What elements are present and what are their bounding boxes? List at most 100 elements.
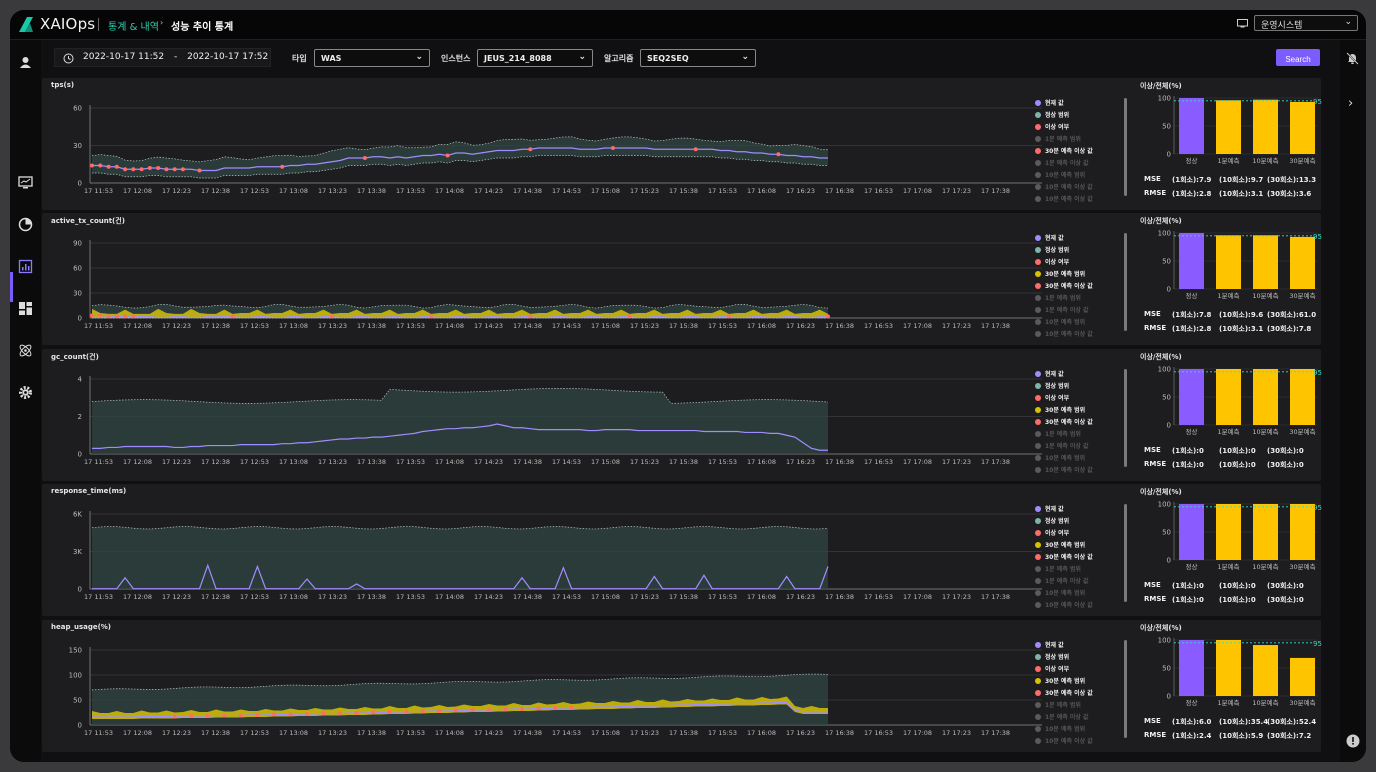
legend-label: 10분 예측 범위: [1045, 726, 1086, 733]
legend-item[interactable]: 이상 여부: [1035, 257, 1069, 266]
mse-value: (10회소):9.6: [1219, 311, 1264, 319]
layout-grid-icon[interactable]: [17, 300, 34, 317]
legend-item[interactable]: 30분 예측 이상 값: [1035, 688, 1093, 697]
legend-label: 10분 예측 이상 값: [1045, 467, 1093, 474]
legend-item[interactable]: 10분 예측 범위: [1035, 724, 1085, 733]
legend-item[interactable]: 이상 여부: [1035, 664, 1069, 673]
legend-scrollbar[interactable]: [1124, 640, 1127, 738]
legend-item[interactable]: 30분 예측 범위: [1035, 405, 1085, 414]
x-tick-label: 17 11:53: [84, 593, 113, 601]
legend-item[interactable]: 10분 예측 이상 값: [1035, 465, 1093, 474]
atom-icon[interactable]: [17, 342, 34, 359]
breadcrumb-stats[interactable]: 통계 & 내역: [108, 22, 159, 33]
x-tick-label: 17 16:23: [786, 729, 815, 737]
legend-item[interactable]: 30분 예측 이상 값: [1035, 552, 1093, 561]
x-tick-label: 17 16:23: [786, 593, 815, 601]
ratio-bar: [1290, 657, 1315, 696]
legend-item[interactable]: 30분 예측 범위: [1035, 269, 1085, 278]
ratio-bar: [1216, 640, 1241, 696]
legend-item[interactable]: 현재 값: [1035, 233, 1064, 242]
x-tick-label: 17 17:08: [903, 187, 932, 195]
instance-select[interactable]: JEUS_214_8088 ⌄: [477, 49, 593, 67]
legend-item[interactable]: 1분 예측 이상 값: [1035, 441, 1089, 450]
rmse-label: RMSE: [1144, 189, 1167, 197]
legend-item[interactable]: 10분 예측 이상 값: [1035, 736, 1093, 745]
legend-item[interactable]: 1분 예측 범위: [1035, 134, 1081, 143]
x-tick-label: 17 12:23: [162, 729, 191, 737]
legend-item[interactable]: 현재 값: [1035, 98, 1064, 107]
legend-item[interactable]: 10분 예측 범위: [1035, 317, 1085, 326]
legend-label: 현재 값: [1045, 235, 1064, 242]
legend-scrollbar[interactable]: [1124, 98, 1127, 196]
legend-item[interactable]: 정상 범위: [1035, 381, 1069, 390]
legend-item[interactable]: 이상 여부: [1035, 393, 1069, 402]
statistics-icon[interactable]: [17, 258, 34, 275]
legend-label: 정상 범위: [1045, 518, 1070, 525]
legend-item[interactable]: 정상 범위: [1035, 652, 1069, 661]
legend-item[interactable]: 30분 예측 이상 값: [1035, 281, 1093, 290]
bell-off-icon[interactable]: [1346, 52, 1359, 65]
legend-item[interactable]: 1분 예측 범위: [1035, 429, 1081, 438]
gear-icon[interactable]: [17, 384, 34, 401]
legend-item[interactable]: 현재 값: [1035, 640, 1064, 649]
legend-item[interactable]: 1분 예측 범위: [1035, 293, 1081, 302]
legend-item[interactable]: 30분 예측 범위: [1035, 540, 1085, 549]
legend-item[interactable]: 1분 예측 이상 값: [1035, 712, 1089, 721]
type-select[interactable]: WAS ⌄: [314, 49, 430, 67]
legend-item[interactable]: 10분 예측 범위: [1035, 453, 1085, 462]
legend-item[interactable]: 현재 값: [1035, 369, 1064, 378]
legend-item[interactable]: 30분 예측 이상 값: [1035, 417, 1093, 426]
legend-item[interactable]: 10분 예측 이상 값: [1035, 600, 1093, 609]
legend-item[interactable]: 이상 여부: [1035, 528, 1069, 537]
legend-dot-icon: [1035, 295, 1041, 301]
legend-label: 1분 예측 범위: [1045, 136, 1081, 143]
legend-item[interactable]: 1분 예측 이상 값: [1035, 576, 1089, 585]
chevron-down-icon: ⌄: [578, 52, 586, 62]
legend-item[interactable]: 30분 예측 범위: [1035, 676, 1085, 685]
mse-value: (30회소):0: [1267, 447, 1304, 455]
legend-item[interactable]: 1분 예측 범위: [1035, 700, 1081, 709]
threshold-label: 95: [1313, 504, 1322, 512]
bar-y-tick: 0: [1167, 557, 1171, 565]
legend-label: 30분 예측 범위: [1045, 271, 1086, 278]
anomaly-point: [123, 314, 128, 319]
legend-dot-icon: [1035, 235, 1041, 241]
rmse-value: (10회소):3.1: [1219, 190, 1264, 198]
legend-item[interactable]: 10분 예측 이상 값: [1035, 194, 1093, 203]
legend-item[interactable]: 정상 범위: [1035, 110, 1069, 119]
dashboard-monitor-icon[interactable]: [17, 174, 34, 191]
legend-item[interactable]: 1분 예측 이상 값: [1035, 305, 1089, 314]
legend-item[interactable]: 10분 예측 이상 값: [1035, 182, 1093, 191]
bar-category-label: 30분예측: [1289, 291, 1315, 300]
legend-scrollbar[interactable]: [1124, 233, 1127, 331]
user-icon[interactable]: [17, 54, 34, 71]
x-tick-label: 17 13:23: [318, 729, 347, 737]
legend-item[interactable]: 10분 예측 범위: [1035, 170, 1085, 179]
algorithm-select[interactable]: SEQ2SEQ ⌄: [640, 49, 756, 67]
legend-item[interactable]: 30분 예측 이상 값: [1035, 146, 1093, 155]
y-tick-label: 100: [69, 672, 82, 680]
anomaly-point: [528, 314, 533, 319]
legend-item[interactable]: 정상 범위: [1035, 245, 1069, 254]
info-icon[interactable]: [1346, 734, 1360, 748]
legend-item[interactable]: 10분 예측 이상 값: [1035, 329, 1093, 338]
legend-label: 10분 예측 범위: [1045, 455, 1086, 462]
anomaly-point: [610, 146, 615, 150]
legend-item[interactable]: 현재 값: [1035, 504, 1064, 513]
expand-chevron-icon[interactable]: ›: [1348, 96, 1354, 111]
pie-chart-icon[interactable]: [17, 216, 34, 233]
x-tick-label: 17 13:53: [396, 729, 425, 737]
legend-item[interactable]: 정상 범위: [1035, 516, 1069, 525]
x-tick-label: 17 14:53: [552, 187, 581, 195]
y-tick-label: 0: [78, 180, 82, 188]
search-button[interactable]: Search: [1276, 49, 1320, 66]
legend-item[interactable]: 10분 예측 범위: [1035, 588, 1085, 597]
legend-item[interactable]: 1분 예측 범위: [1035, 564, 1081, 573]
legend-scrollbar[interactable]: [1124, 504, 1127, 602]
legend-item[interactable]: 1분 예측 이상 값: [1035, 158, 1089, 167]
bar-y-tick: 100: [1158, 366, 1171, 374]
date-range-picker[interactable]: 2022-10-17 11:52 - 2022-10-17 17:52: [54, 48, 271, 67]
system-select[interactable]: 운영시스템 ⌄: [1254, 15, 1358, 31]
legend-item[interactable]: 이상 여부: [1035, 122, 1069, 131]
legend-scrollbar[interactable]: [1124, 369, 1127, 467]
